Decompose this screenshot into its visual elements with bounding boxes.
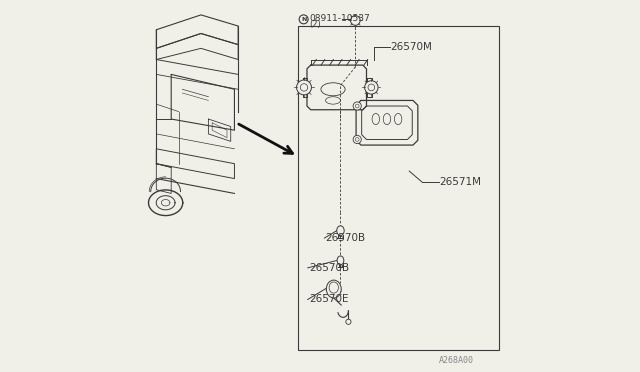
Text: N: N	[301, 17, 307, 22]
Bar	[298, 26, 499, 350]
Circle shape	[346, 319, 351, 324]
Text: 26570M: 26570M	[390, 42, 433, 51]
Circle shape	[365, 81, 378, 94]
Circle shape	[351, 16, 360, 25]
Text: 26570B: 26570B	[326, 233, 365, 243]
Circle shape	[353, 135, 362, 144]
Text: (2): (2)	[309, 20, 321, 29]
Text: 26570B: 26570B	[309, 263, 349, 273]
Text: 26570E: 26570E	[309, 295, 348, 304]
Ellipse shape	[337, 256, 344, 265]
Ellipse shape	[337, 226, 344, 235]
Circle shape	[296, 80, 312, 95]
Ellipse shape	[326, 280, 341, 298]
Text: 26571M: 26571M	[439, 177, 481, 187]
Text: 08911-10537: 08911-10537	[309, 14, 370, 23]
Circle shape	[353, 102, 362, 110]
Text: A268A00: A268A00	[439, 356, 474, 365]
